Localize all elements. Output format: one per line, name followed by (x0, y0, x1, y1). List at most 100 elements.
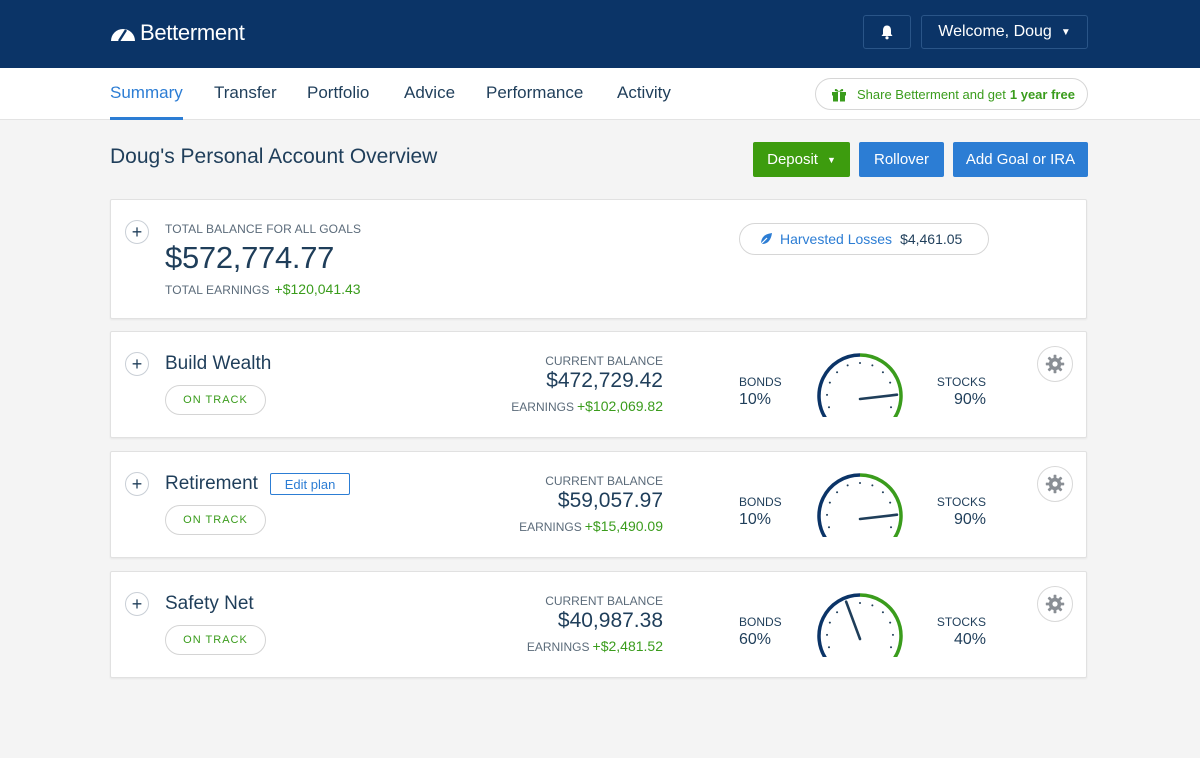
gauge-bonds-arc (817, 473, 861, 537)
harvested-losses-button[interactable]: Harvested Losses $4,461.05 (739, 223, 989, 255)
rollover-button[interactable]: Rollover (859, 142, 944, 177)
gift-icon (832, 88, 846, 101)
allocation-gauge (817, 473, 903, 537)
goal-name[interactable]: Retirement (165, 473, 258, 494)
tab-portfolio[interactable]: Portfolio (307, 83, 370, 102)
gauge-tick (836, 371, 839, 374)
gauge-tick (859, 482, 861, 484)
bonds-allocation: BONDS 10% (739, 495, 782, 529)
deposit-label: Deposit (767, 151, 818, 168)
tab-performance[interactable]: Performance (486, 83, 584, 102)
expand-plus-icon[interactable]: + (125, 352, 149, 376)
bonds-allocation: BONDS 60% (739, 615, 782, 649)
stocks-allocation: STOCKS 90% (937, 375, 986, 409)
goal-name[interactable]: Safety Net (165, 593, 254, 614)
current-balance-label: CURRENT BALANCE (545, 474, 663, 488)
gauge-tick (889, 381, 892, 384)
gauge-tick (859, 602, 861, 604)
total-earnings-value: +$120,041.43 (274, 281, 361, 297)
bonds-label: BONDS (739, 375, 782, 389)
gauge-tick (871, 364, 874, 367)
betterment-logo-icon (111, 29, 135, 42)
gauge-tick (890, 526, 893, 529)
tab-transfer[interactable]: Transfer (214, 83, 277, 102)
gauge-tick (890, 406, 893, 409)
gauge-tick (836, 491, 839, 494)
gauge-tick (827, 526, 830, 529)
allocation-gauge (817, 593, 903, 657)
current-balance-label: CURRENT BALANCE (545, 594, 663, 608)
gauge-stocks-arc (859, 353, 903, 417)
total-balance-value: $572,774.77 (165, 240, 335, 275)
tab-summary[interactable]: Summary (110, 68, 183, 120)
expand-plus-icon[interactable]: + (125, 592, 149, 616)
betterment-logo[interactable]: Betterment (110, 20, 245, 46)
gauge-tick (889, 621, 892, 624)
gauge-tick (846, 364, 849, 367)
goal-balance: CURRENT BALANCE $40,987.38 EARNINGS +$2,4… (527, 594, 663, 654)
earnings-label: EARNINGS (526, 640, 590, 654)
chevron-down-icon: ▼ (1060, 26, 1071, 38)
welcome-label: Welcome, Doug (938, 23, 1052, 40)
stocks-percent: 40% (953, 631, 986, 648)
current-balance-value: $40,987.38 (557, 609, 663, 632)
notifications-button[interactable] (863, 15, 911, 49)
gauge-tick (828, 501, 831, 504)
bonds-allocation: BONDS 10% (739, 375, 782, 409)
earnings-label: EARNINGS (511, 400, 574, 414)
gauge-tick (828, 621, 831, 624)
gauge-tick (836, 611, 839, 614)
bell-icon (881, 25, 893, 40)
goal-settings-button[interactable] (1037, 466, 1073, 502)
gauge-bonds-arc (817, 593, 861, 657)
earnings-value: +$15,490.09 (584, 518, 663, 534)
gauge-needle (858, 393, 899, 401)
chevron-down-icon: ▼ (826, 154, 836, 165)
goal-name[interactable]: Build Wealth (165, 353, 272, 374)
goal-card-retirement: + Retirement Edit plan ON TRACK CURRENT … (110, 451, 1087, 558)
edit-plan-button[interactable]: Edit plan (270, 473, 350, 495)
gauge-stocks-arc (859, 473, 903, 537)
status-badge: ON TRACK (165, 625, 266, 655)
goal-settings-button[interactable] (1037, 586, 1073, 622)
gauge-tick (881, 611, 884, 614)
user-menu-button[interactable]: Welcome, Doug ▼ (921, 15, 1088, 49)
gauge-tick (889, 501, 892, 504)
goal-settings-button[interactable] (1037, 346, 1073, 382)
bonds-label: BONDS (739, 495, 782, 509)
goal-balance: CURRENT BALANCE $59,057.97 EARNINGS +$15,… (519, 474, 663, 534)
gauge-tick (881, 491, 884, 494)
gauge-tick (890, 646, 893, 649)
current-balance-value: $472,729.42 (546, 369, 663, 392)
stocks-label: STOCKS (936, 495, 986, 509)
share-referral-button[interactable]: Share Betterment and get 1 year free (815, 78, 1088, 110)
total-earnings: TOTAL EARNINGS +$120,041.43 (165, 281, 361, 297)
goal-card-build-wealth: + Build Wealth ON TRACK CURRENT BALANCE … (110, 331, 1087, 438)
tab-activity[interactable]: Activity (617, 83, 671, 102)
current-balance-value: $59,057.97 (557, 489, 663, 512)
gauge-tick (828, 381, 831, 384)
total-earnings-label: TOTAL EARNINGS (165, 283, 270, 297)
stocks-percent: 90% (953, 391, 986, 408)
goal-earnings: EARNINGS +$102,069.82 (511, 398, 663, 414)
gear-icon (1045, 474, 1065, 494)
total-balance-card: + TOTAL BALANCE FOR ALL GOALS $572,774.7… (110, 199, 1087, 319)
gauge-needle (858, 513, 899, 521)
expand-plus-icon[interactable]: + (125, 472, 149, 496)
stocks-allocation: STOCKS 90% (937, 495, 986, 529)
tab-advice[interactable]: Advice (404, 83, 456, 102)
gauge-stocks-arc (859, 593, 903, 657)
stocks-label: STOCKS (936, 375, 986, 389)
status-badge: ON TRACK (165, 505, 266, 535)
current-balance-label: CURRENT BALANCE (545, 354, 663, 368)
gauge-tick (891, 633, 894, 636)
expand-plus-icon[interactable]: + (125, 220, 149, 244)
total-balance-label: TOTAL BALANCE FOR ALL GOALS (165, 222, 362, 236)
bonds-label: BONDS (739, 615, 782, 629)
gear-icon (1045, 594, 1065, 614)
allocation-gauge (817, 353, 903, 417)
page-title: Doug's Personal Account Overview (110, 145, 438, 168)
stocks-allocation: STOCKS 40% (937, 615, 986, 649)
deposit-button[interactable]: Deposit ▼ (753, 142, 850, 177)
add-goal-button[interactable]: Add Goal or IRA (953, 142, 1088, 177)
